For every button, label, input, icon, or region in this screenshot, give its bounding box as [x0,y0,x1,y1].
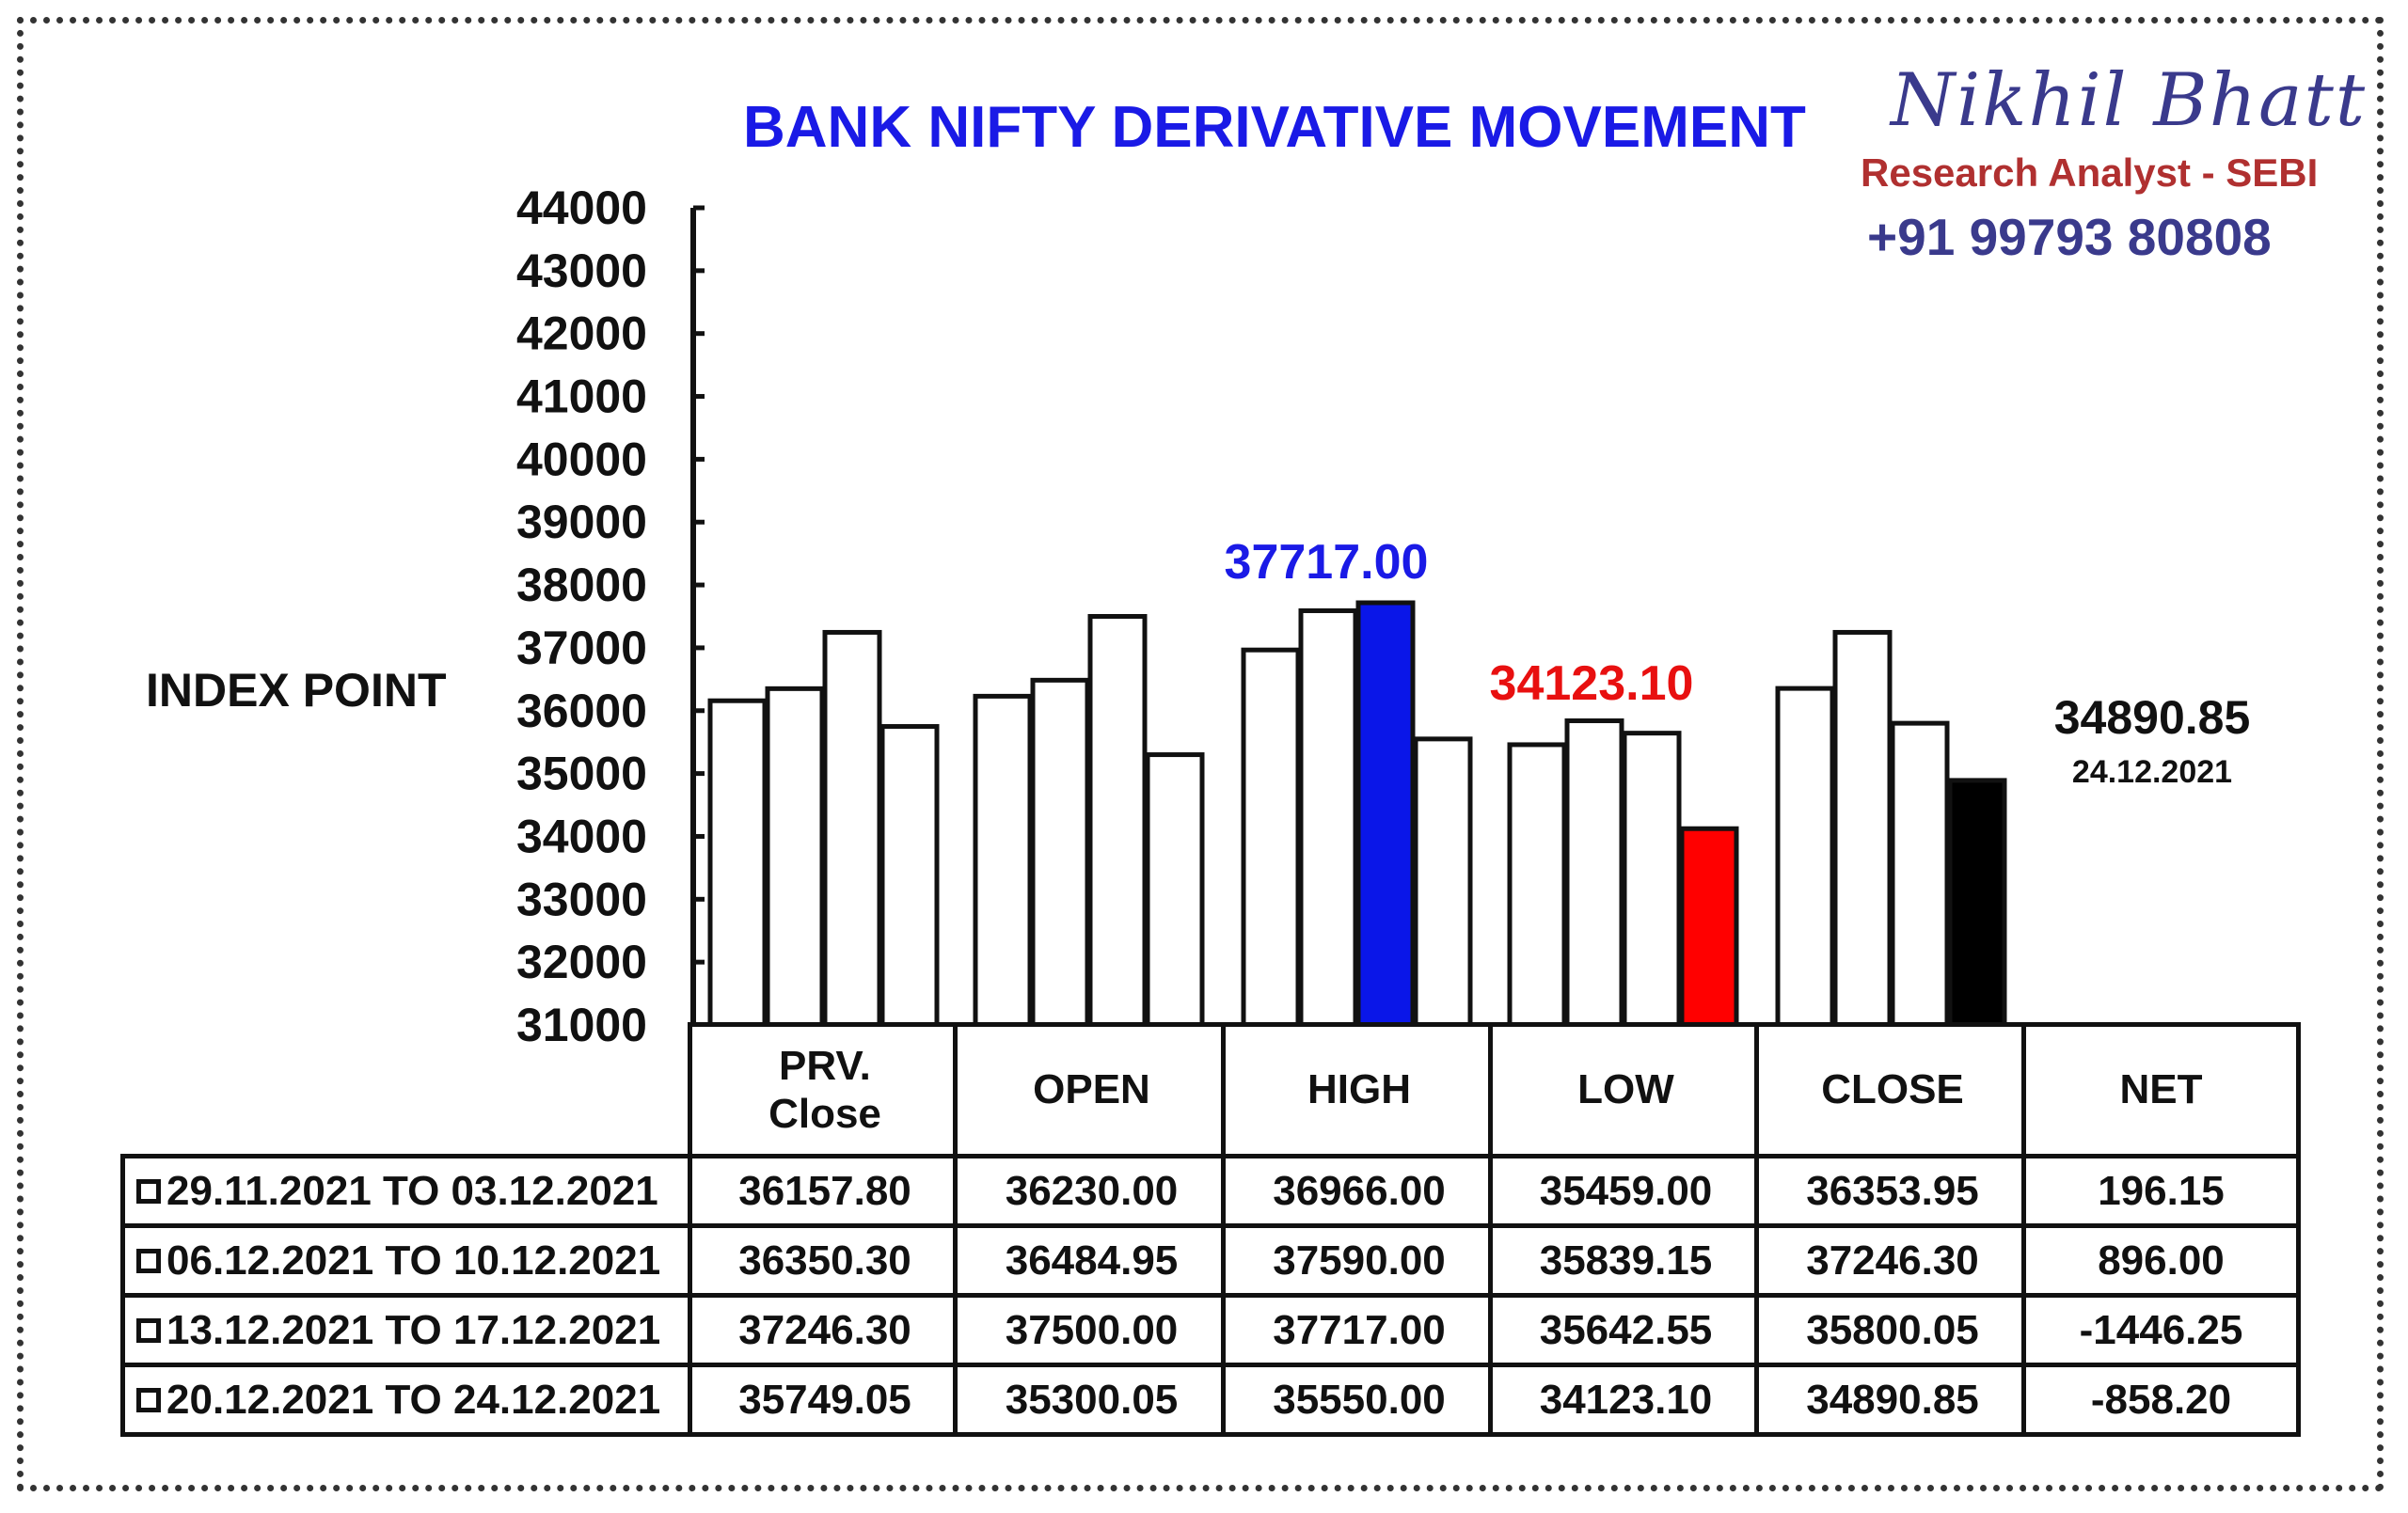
table-cell: 36353.95 [1754,1154,2031,1228]
y-tick-label: 35000 [516,748,647,800]
legend-swatch [136,1387,161,1412]
table-cell: 37246.30 [1754,1223,2031,1298]
table-cell: -858.20 [2021,1363,2301,1437]
annotation-date: 24.12.2021 [2072,754,2232,790]
bar-high-series-1 [1241,647,1301,1028]
annotation-close: 34890.85 [2054,691,2251,744]
y-tick-label: 38000 [516,559,647,611]
y-tick-label: 34000 [516,810,647,862]
y-tick-label: 44000 [516,181,647,234]
row-period-label: 06.12.2021 TO 10.12.2021 [166,1237,661,1284]
table-cell: 35749.05 [688,1363,962,1437]
column-header: CLOSE [1754,1022,2031,1158]
row-period-cell: 20.12.2021 TO 24.12.2021 [120,1363,692,1437]
chart-title: BANK NIFTY DERIVATIVE MOVEMENT [743,95,1806,160]
table-cell: 37500.00 [953,1293,1230,1367]
y-axis-label: INDEX POINT [146,664,447,717]
row-period-cell: 06.12.2021 TO 10.12.2021 [120,1223,692,1298]
column-header: LOW [1488,1022,1764,1158]
row-period-cell: 29.11.2021 TO 03.12.2021 [120,1154,692,1228]
bar-open-series-1 [973,693,1033,1028]
table-cell: 36350.30 [688,1223,962,1298]
y-tick-label: 42000 [516,307,647,360]
table-cell: 37590.00 [1221,1223,1497,1298]
table-cell: -1446.25 [2021,1293,2301,1367]
table-cell: 35642.55 [1488,1293,1764,1367]
table-cell: 36966.00 [1221,1154,1497,1228]
bar-low-series-3 [1622,731,1682,1028]
legend-swatch [136,1178,161,1204]
annotation-high: 37717.00 [1225,535,1429,590]
bar-prv-close-series-2 [765,686,825,1028]
table-cell: 37717.00 [1221,1293,1497,1367]
table-cell: 896.00 [2021,1223,2301,1298]
table-cell: 35800.05 [1754,1293,2031,1367]
row-period-label: 13.12.2021 TO 17.12.2021 [166,1306,661,1353]
y-tick-label: 39000 [516,496,647,548]
column-header: OPEN [953,1022,1230,1158]
bar-low-series-4 [1679,826,1739,1028]
table-cell: 36484.95 [953,1223,1230,1298]
legend-swatch [136,1248,161,1273]
row-period-label: 29.11.2021 TO 03.12.2021 [166,1167,658,1214]
y-tick-label: 36000 [516,685,647,737]
brand-signature: Nikhil Bhatt [1891,58,2368,143]
table-cell: 34123.10 [1488,1363,1764,1437]
y-tick-label: 31000 [516,999,647,1051]
outer-dotted-frame [17,17,2384,1491]
bar-high-series-2 [1298,607,1358,1028]
bar-high-series-3 [1355,600,1416,1028]
y-tick-label: 33000 [516,873,647,925]
row-period-cell: 13.12.2021 TO 17.12.2021 [120,1293,692,1367]
y-tick-label: 37000 [516,622,647,674]
y-tick-label: 40000 [516,433,647,485]
bar-open-series-3 [1087,614,1148,1028]
table-cell: 35550.00 [1221,1363,1497,1437]
column-header: PRV. Close [688,1022,962,1158]
column-header: NET [2021,1022,2301,1158]
bar-open-series-4 [1145,752,1205,1028]
table-cell: 37246.30 [688,1293,962,1367]
bar-prv-close-series-1 [707,698,768,1028]
row-period-label: 20.12.2021 TO 24.12.2021 [166,1376,661,1423]
y-tick-label: 32000 [516,936,647,988]
brand-role: Research Analyst - SEBI [1861,150,2319,195]
annotation-low: 34123.10 [1490,656,1694,711]
table-cell: 35839.15 [1488,1223,1764,1298]
bar-close-series-3 [1890,720,1950,1028]
table-cell: 36157.80 [688,1154,962,1228]
bar-low-series-2 [1564,718,1624,1028]
bar-prv-close-series-4 [879,724,940,1028]
y-tick-label: 43000 [516,244,647,297]
brand-phone: +91 99793 80808 [1867,208,2272,266]
legend-swatch [136,1317,161,1343]
column-header: HIGH [1221,1022,1497,1158]
table-cell: 35300.05 [953,1363,1230,1437]
table-cell: 35459.00 [1488,1154,1764,1228]
table-cell: 34890.85 [1754,1363,2031,1437]
bar-close-series-4 [1947,778,2007,1028]
bar-low-series-1 [1507,742,1567,1028]
table-cell: 196.15 [2021,1154,2301,1228]
bar-open-series-2 [1030,677,1090,1028]
bar-high-series-4 [1413,736,1473,1028]
bar-prv-close-series-3 [822,629,882,1028]
y-tick-label: 41000 [516,370,647,423]
bar-close-series-2 [1832,629,1893,1028]
bar-close-series-1 [1775,686,1835,1028]
table-cell: 36230.00 [953,1154,1230,1228]
